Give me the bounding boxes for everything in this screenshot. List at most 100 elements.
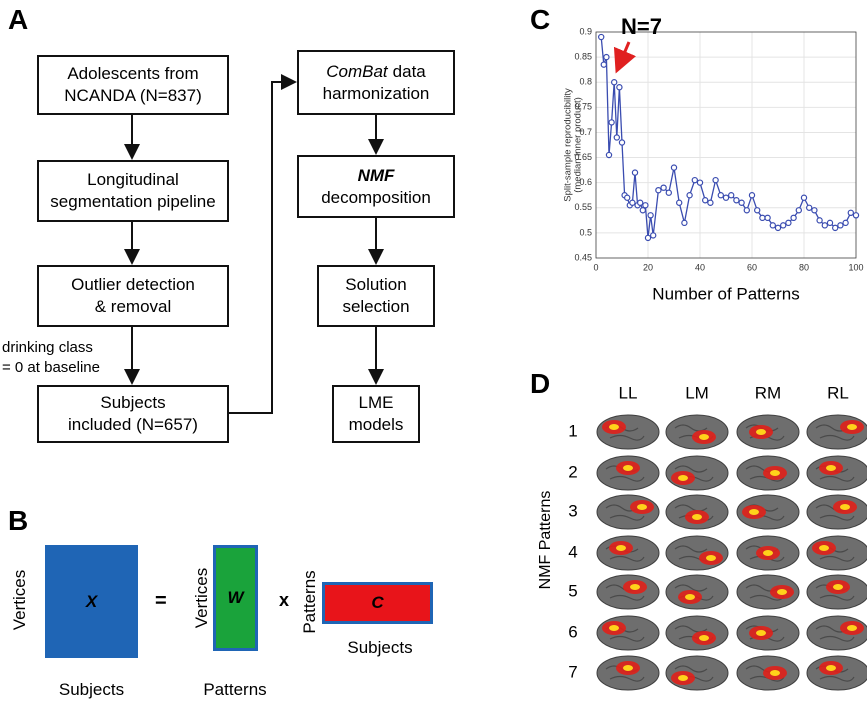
row-label: 6 — [568, 622, 577, 641]
node-text: NCANDA (N=837) — [64, 86, 202, 105]
point — [616, 84, 623, 91]
plot-area — [596, 32, 856, 258]
x-tick-label: 0 — [593, 262, 598, 272]
pattern-yellow — [770, 470, 780, 476]
flow-node: ComBat data harmonization — [297, 50, 455, 115]
brain — [806, 655, 867, 691]
point — [676, 199, 683, 206]
node-text: ComBat — [326, 61, 388, 81]
point — [707, 199, 714, 206]
x-tick-label: 60 — [747, 262, 757, 272]
row-label: 4 — [568, 542, 577, 561]
point — [611, 79, 618, 86]
arrow — [228, 74, 297, 414]
matrix-label: C — [371, 593, 384, 612]
brain — [736, 414, 800, 450]
edge-label-line: = 0 at baseline — [2, 359, 100, 376]
y-tick-label: 0.75 — [574, 102, 592, 112]
point — [785, 219, 792, 227]
matrix-w: W — [213, 545, 258, 651]
brain — [596, 655, 660, 691]
point — [603, 53, 610, 61]
brain — [665, 414, 729, 450]
node-text: NMF — [357, 165, 395, 185]
pattern-yellow — [826, 665, 836, 671]
brain — [736, 494, 800, 530]
point — [837, 222, 844, 229]
panel-label: A — [8, 4, 29, 35]
point — [642, 202, 649, 209]
pattern-yellow — [819, 545, 829, 551]
pattern-yellow — [833, 584, 843, 590]
axis-label: Patterns — [203, 680, 267, 699]
point — [728, 192, 735, 199]
flow-node: Subjects included (N=657) — [37, 385, 229, 443]
y-tick-label: 0.7 — [579, 127, 592, 137]
y-tick-label: 0.65 — [574, 152, 592, 162]
x-tick-label: 20 — [643, 262, 653, 272]
panel-label: C — [530, 4, 551, 35]
y-tick-label: 0.5 — [579, 227, 592, 237]
matrix-x: X — [45, 545, 138, 658]
pattern-yellow — [756, 630, 766, 636]
x-tick-label: 100 — [848, 262, 863, 272]
brain — [596, 574, 660, 610]
brain — [665, 655, 729, 691]
point — [795, 207, 803, 214]
pattern-yellow — [623, 465, 633, 471]
pattern-yellow — [826, 465, 836, 471]
point — [613, 134, 621, 141]
point — [816, 217, 823, 224]
pattern-yellow — [706, 555, 716, 561]
brain — [596, 455, 660, 491]
point — [847, 209, 855, 216]
brain — [736, 615, 800, 651]
pattern-yellow — [699, 635, 709, 641]
point — [647, 212, 654, 219]
point — [832, 224, 839, 232]
node-text: segmentation pipeline — [50, 192, 216, 211]
point — [852, 212, 860, 219]
point — [717, 192, 725, 199]
annotation: N=7 — [621, 14, 662, 39]
x-axis-label: Number of Patterns — [652, 284, 799, 303]
brain — [665, 574, 729, 610]
brain — [596, 414, 660, 450]
y-tick-label: 0.45 — [574, 252, 592, 262]
matrix-label: W — [227, 588, 244, 607]
point — [780, 222, 787, 229]
point — [605, 151, 613, 159]
axis-label: Subjects — [347, 638, 413, 657]
row-label: 5 — [568, 581, 577, 600]
flow-node: LME models — [332, 385, 420, 443]
point — [774, 224, 782, 232]
pattern-yellow — [685, 594, 695, 600]
operator: = — [155, 590, 167, 612]
brain-surface — [736, 494, 800, 530]
point — [738, 199, 745, 206]
point — [842, 219, 849, 227]
brain — [665, 455, 729, 491]
point — [821, 222, 829, 229]
y-tick-label: 0.85 — [574, 51, 592, 61]
point — [790, 214, 797, 222]
brain — [806, 574, 867, 610]
brain — [665, 494, 729, 530]
y-tick-label: 0.6 — [579, 177, 592, 187]
axis-label: Subjects — [58, 680, 125, 699]
node-text: data — [392, 61, 426, 81]
point — [608, 119, 615, 126]
brain — [736, 655, 800, 691]
point — [691, 176, 699, 184]
node-text: selection — [342, 297, 410, 316]
y-tick-label: 0.9 — [579, 26, 592, 36]
brain — [596, 615, 660, 651]
edge-label: drinking class = 0 at baseline — [2, 338, 100, 378]
pattern-yellow — [770, 670, 780, 676]
point — [670, 164, 678, 171]
y-axis-label: Split-sample reproducibility — [563, 88, 574, 202]
panel-label: B — [8, 505, 29, 536]
point — [722, 194, 730, 201]
pattern-yellow — [749, 509, 759, 515]
